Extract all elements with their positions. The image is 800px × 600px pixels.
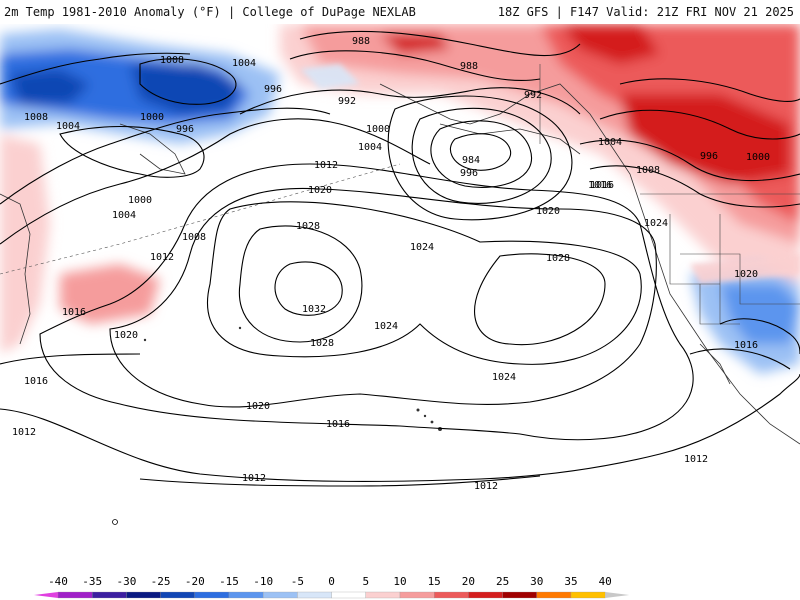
legend-tick-label: -25 xyxy=(151,575,171,588)
legend-swatch xyxy=(92,591,127,599)
map-title: 2m Temp 1981-2010 Anomaly (°F) | College… xyxy=(4,5,416,19)
legend-ticks: -40 -35 -30 -25 -20 -15 -10 -5 0 5 10 15 20 25 30 35 40 xyxy=(48,575,612,588)
legend-tick-label: -5 xyxy=(291,575,304,588)
legend-tick-label: 40 xyxy=(599,575,612,588)
forecast-map: 988 988 1008 1004 996 992 1008 1004 1000… xyxy=(0,24,800,572)
legend-swatch xyxy=(160,591,195,599)
legend-tick-label: 15 xyxy=(428,575,441,588)
isobar-label: 992 xyxy=(524,90,542,101)
isobar-labels: 988 988 1008 1004 996 992 1008 1004 1000… xyxy=(12,36,770,492)
isobar-label: 1016 xyxy=(588,180,612,191)
isobar-label: 1008 xyxy=(636,165,660,176)
isobar-label: 1012 xyxy=(314,160,338,171)
isobar-label: 1020 xyxy=(734,269,758,280)
legend-swatch xyxy=(34,592,58,598)
isobar-label: 1004 xyxy=(56,121,80,132)
isobar-label: 1004 xyxy=(598,137,622,148)
isobar-label: 1024 xyxy=(410,242,434,253)
isobar-label: 1008 xyxy=(160,55,184,66)
legend-swatch xyxy=(57,591,93,599)
legend-tick-label: 10 xyxy=(393,575,406,588)
isobar-label: 1016 xyxy=(734,340,758,351)
isobar-label: 1020 xyxy=(114,330,138,341)
isobar-label: 1008 xyxy=(24,112,48,123)
legend-swatch xyxy=(434,591,469,599)
isobar-label: 1016 xyxy=(326,419,350,430)
isobar-label: 1016 xyxy=(62,307,86,318)
legend-swatch xyxy=(502,591,537,599)
isobar-label: 1024 xyxy=(374,321,398,332)
isobar-label: 1008 xyxy=(182,232,206,243)
legend-tick-label: -35 xyxy=(82,575,102,588)
isobar-label: 1020 xyxy=(308,185,332,196)
isobar-label: 1024 xyxy=(644,218,668,229)
legend-bar xyxy=(34,591,630,599)
legend-tick-label: 35 xyxy=(564,575,577,588)
isobar-label: 1016 xyxy=(590,180,614,191)
isobar-label: 1032 xyxy=(302,304,326,315)
map-header: 2m Temp 1981-2010 Anomaly (°F) | College… xyxy=(0,0,800,24)
isobar-label: 1020 xyxy=(536,206,560,217)
legend-swatch xyxy=(297,591,332,599)
legend-tick-label: -30 xyxy=(116,575,136,588)
isobar-label: 1004 xyxy=(112,210,136,221)
isobar-label: 1004 xyxy=(358,142,382,153)
legend-tick-label: 30 xyxy=(530,575,543,588)
isobar-label: 992 xyxy=(338,96,356,107)
isobar-label: 1012 xyxy=(150,252,174,263)
isobar-label: 1000 xyxy=(746,152,770,163)
isobar-label: 1024 xyxy=(492,372,516,383)
legend-tick-label: -10 xyxy=(253,575,273,588)
isobar-label: 1016 xyxy=(24,376,48,387)
legend-tick-label: 5 xyxy=(362,575,369,588)
isobar-label: 1000 xyxy=(128,195,152,206)
legend-swatch xyxy=(194,591,230,599)
isobar-label: 988 xyxy=(352,36,370,47)
legend-tick-label: 0 xyxy=(328,575,335,588)
color-legend: -40 -35 -30 -25 -20 -15 -10 -5 0 5 10 15 20 25 30 35 40 xyxy=(0,572,800,600)
isobar-label: 996 xyxy=(700,151,718,162)
legend-swatch xyxy=(605,592,630,598)
isobar-label: 1000 xyxy=(366,124,390,135)
isobar-label: 996 xyxy=(176,124,194,135)
temperature-anomaly-shading xyxy=(0,24,800,374)
isobar-label: 1012 xyxy=(242,473,266,484)
legend-tick-label: 20 xyxy=(462,575,475,588)
isobar-label: 984 xyxy=(462,155,480,166)
legend-swatch xyxy=(365,591,401,599)
isobar-label: 1000 xyxy=(140,112,164,123)
isobar-label: 988 xyxy=(460,61,478,72)
state-borders xyxy=(539,64,800,325)
isobar-label: 1028 xyxy=(296,221,320,232)
isobar-label: 1012 xyxy=(684,454,708,465)
isobar-label: 1012 xyxy=(474,481,498,492)
isobars xyxy=(0,30,800,487)
dateline xyxy=(0,163,401,275)
legend-swatch xyxy=(536,591,572,599)
legend-swatch xyxy=(468,591,503,599)
legend-tick-label: -20 xyxy=(185,575,205,588)
legend-tick-label: -15 xyxy=(219,575,239,588)
isobar-label: 1028 xyxy=(546,253,570,264)
legend-swatch xyxy=(126,591,161,599)
isobar-label: 1012 xyxy=(12,427,36,438)
legend-swatch xyxy=(399,591,435,599)
legend-tick-label: 25 xyxy=(496,575,509,588)
isobar-label: 996 xyxy=(264,84,282,95)
legend-canvas: -40 -35 -30 -25 -20 -15 -10 -5 0 5 10 15 20 25 30 35 40 xyxy=(34,575,630,599)
legend-swatch xyxy=(263,591,298,599)
isobar-label: 1028 xyxy=(310,338,334,349)
legend-swatch xyxy=(331,591,366,599)
legend-swatch xyxy=(228,591,264,599)
map-canvas: 988 988 1008 1004 996 992 1008 1004 1000… xyxy=(0,24,800,525)
isobar-label: 1004 xyxy=(232,58,256,69)
isobar-label: 996 xyxy=(460,168,478,179)
run-info: 18Z GFS | F147 Valid: 21Z FRI NOV 21 202… xyxy=(497,5,794,19)
isobar-label: 1020 xyxy=(246,401,270,412)
legend-swatch xyxy=(570,591,606,599)
legend-tick-label: -40 xyxy=(48,575,68,588)
